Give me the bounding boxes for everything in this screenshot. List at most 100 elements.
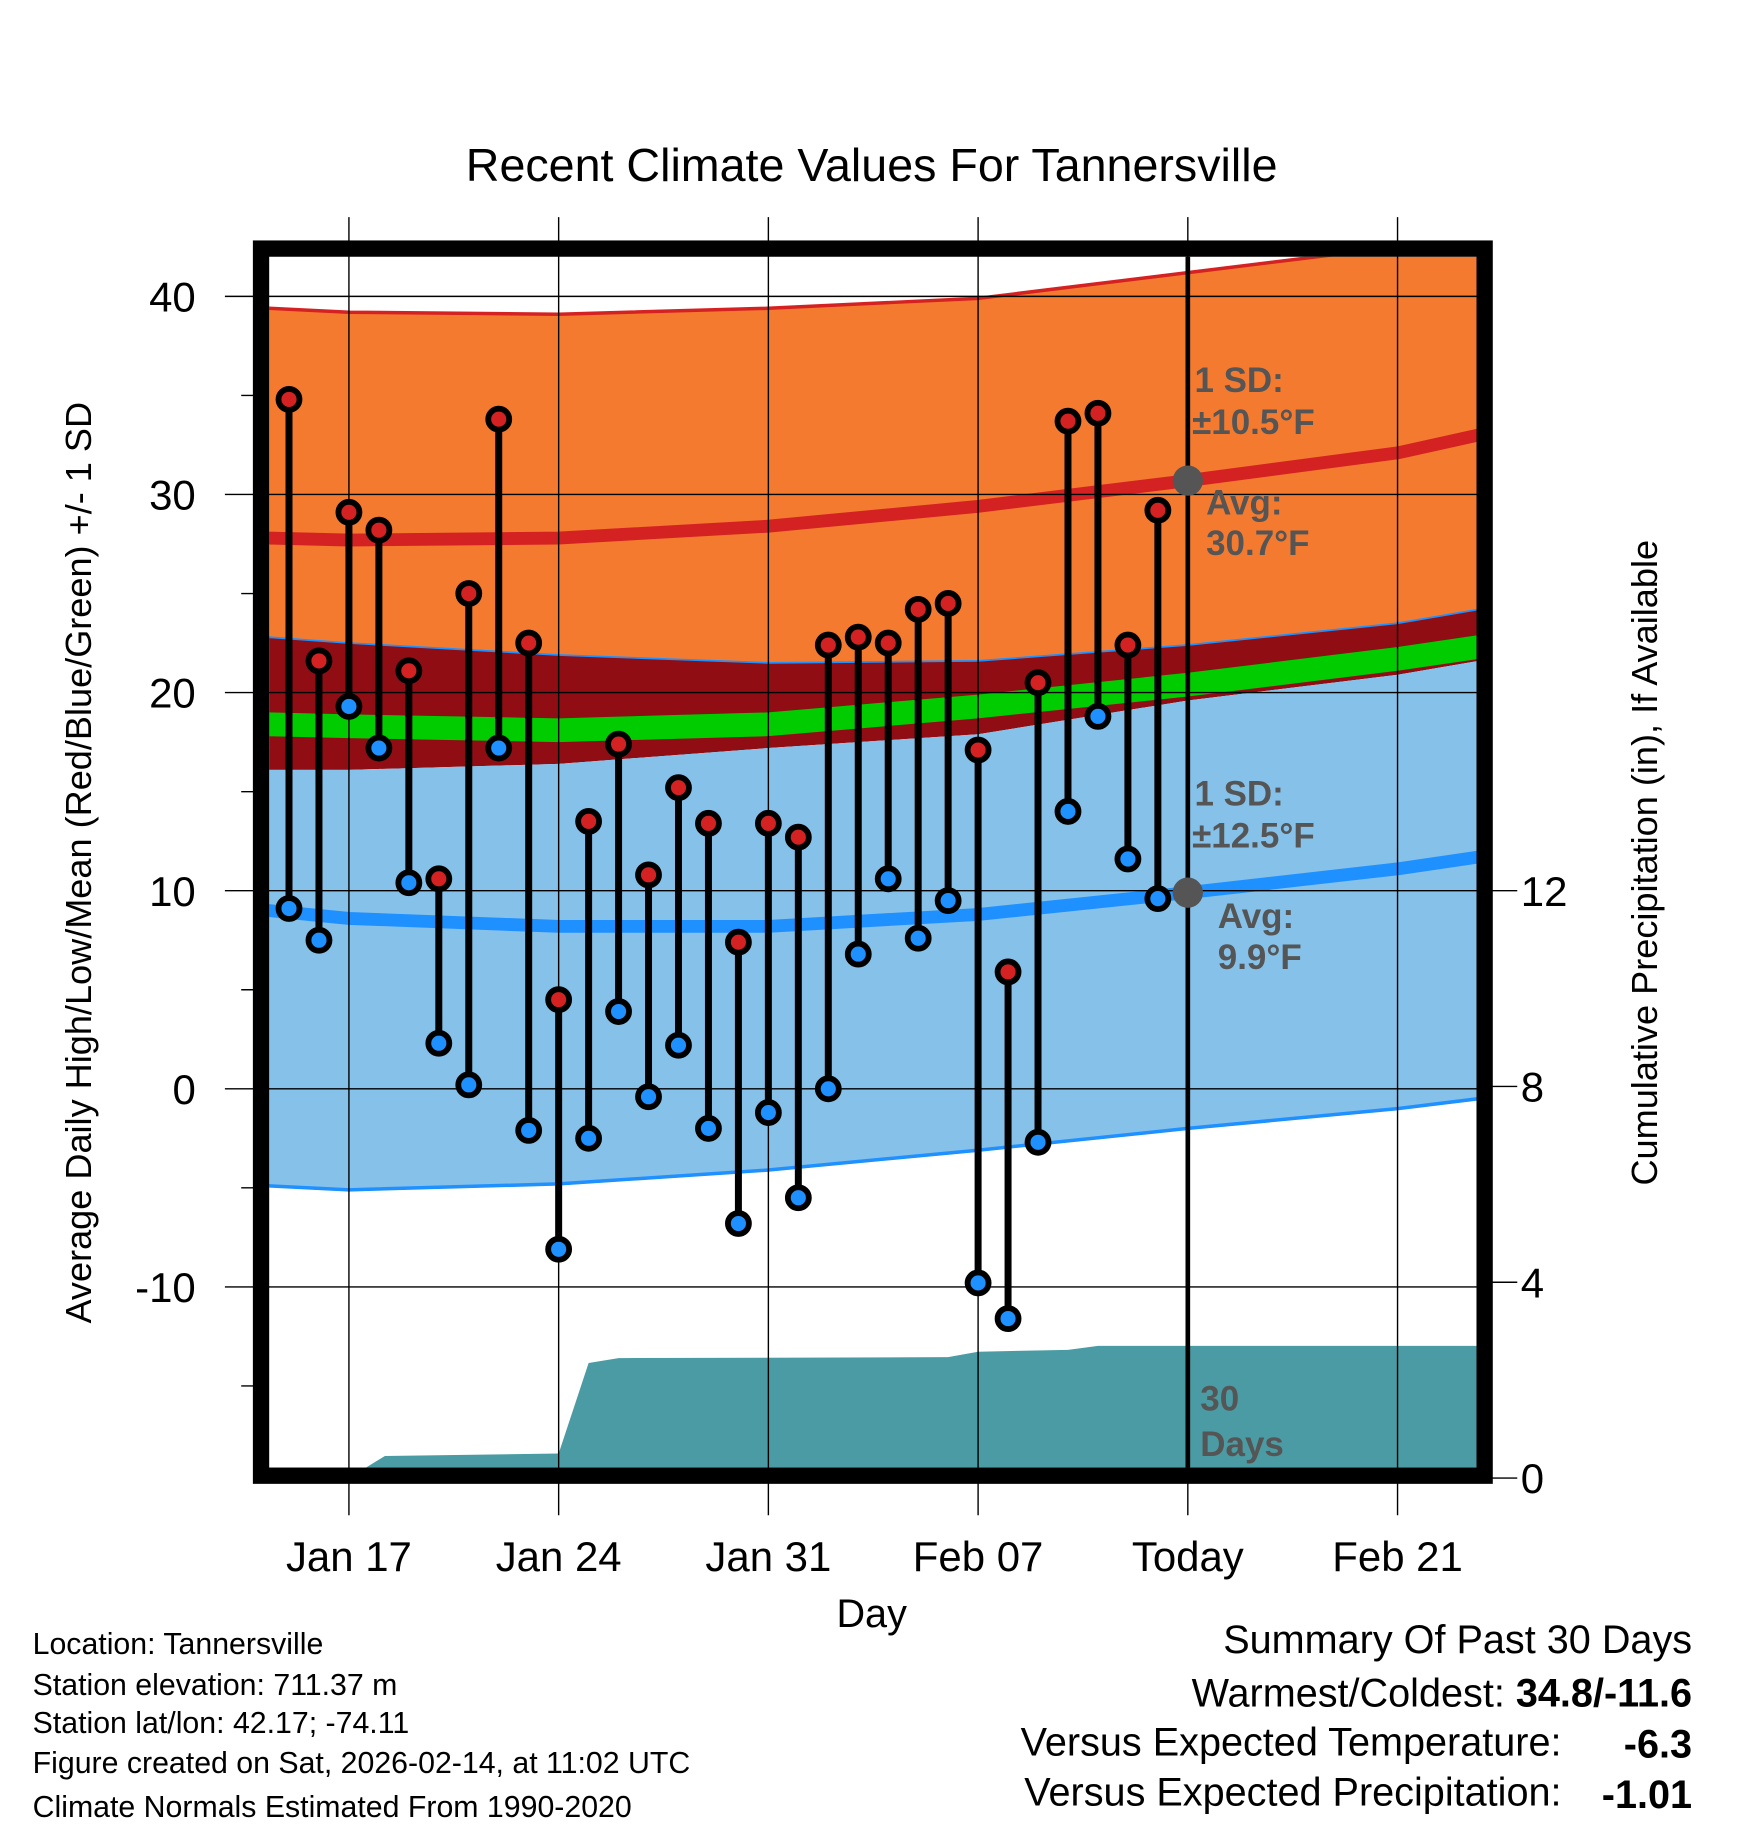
- daily-low-point: [275, 895, 303, 922]
- low-sd-value: ±12.5°F: [1192, 817, 1315, 856]
- warmest-value: 34.8/-11.6: [1516, 1671, 1692, 1715]
- x-tick-label: Jan 24: [496, 1533, 622, 1580]
- mean-line: [269, 635, 1477, 743]
- daily-high-point: [904, 595, 932, 623]
- daily-high-point: [874, 629, 902, 657]
- daily-low-point: [455, 1071, 483, 1099]
- x-tick-label: Jan 31: [705, 1533, 831, 1580]
- daily-high-point: [395, 657, 423, 685]
- daily-high-point: [275, 385, 303, 413]
- daily-low-point: [365, 734, 393, 762]
- daily-high-point: [964, 736, 992, 764]
- daily-high-point: [814, 631, 842, 659]
- daily-low-point: [485, 734, 513, 762]
- daily-low-point: [1084, 702, 1112, 730]
- daily-low-point: [635, 1083, 662, 1111]
- summary-warmest: Warmest/Coldest: 34.8/-11.6: [1192, 1671, 1693, 1715]
- y2-tick-label: 12: [1521, 868, 1568, 915]
- daily-high-point: [305, 647, 333, 675]
- daily-high-point: [545, 986, 573, 1014]
- daily-high-point: [1084, 399, 1112, 427]
- high-upper-line: [269, 256, 1332, 316]
- low-avg-label: Avg:: [1218, 897, 1294, 936]
- low-sd-label: 1 SD:: [1194, 775, 1283, 814]
- today-low-avg-marker: [1172, 877, 1203, 908]
- x-tick-label: Jan 17: [286, 1533, 412, 1580]
- daily-low-point: [335, 693, 363, 720]
- low-avg-value: 9.9°F: [1218, 938, 1302, 977]
- plot-area: [269, 256, 1477, 1468]
- daily-low-point: [695, 1115, 722, 1142]
- high-sd-label: 1 SD:: [1194, 361, 1283, 400]
- daily-high-point: [1144, 496, 1172, 524]
- daily-high-point: [784, 823, 812, 851]
- chart-title: Recent Climate Values For Tannersville: [466, 139, 1278, 191]
- precip-deviation-label: Versus Expected Precipitation:: [1024, 1770, 1561, 1814]
- axes: [241, 394, 1518, 1479]
- x-tick-label: Today: [1132, 1533, 1244, 1580]
- days-count-label: 30: [1200, 1379, 1239, 1418]
- summary-box: Summary Of Past 30 Days Warmest/Coldest:…: [1021, 1618, 1692, 1817]
- y-tick-label: 20: [149, 670, 196, 717]
- y-tick-label: 30: [149, 472, 196, 519]
- days-count-unit: Days: [1200, 1425, 1284, 1464]
- footer-info: Location: Tannersville Station elevation…: [33, 1628, 691, 1824]
- footer-created: Figure created on Sat, 2026-02-14, at 11…: [33, 1747, 691, 1780]
- daily-low-point: [515, 1117, 543, 1144]
- daily-high-point: [844, 623, 872, 651]
- y-tick-label: 10: [149, 868, 196, 915]
- x-axis-label: Day: [836, 1592, 907, 1636]
- daily-low-point: [725, 1210, 752, 1237]
- daily-high-point: [934, 590, 962, 617]
- daily-low-point: [814, 1075, 842, 1103]
- precip-area: [366, 1345, 1477, 1468]
- daily-high-point: [665, 774, 692, 802]
- daily-high-point: [725, 928, 752, 956]
- temp-deviation-value: -6.3: [1624, 1723, 1692, 1767]
- y2-axis-label: Cumulative Precipitation (in), If Availa…: [1624, 540, 1665, 1186]
- y2-tick-label: 0: [1521, 1455, 1544, 1502]
- daily-low-point: [575, 1124, 603, 1152]
- daily-low-point: [874, 865, 902, 893]
- daily-high-point: [605, 730, 632, 758]
- footer-location: Location: Tannersville: [33, 1628, 324, 1661]
- daily-high-point: [365, 516, 393, 544]
- daily-low-point: [1144, 885, 1172, 913]
- daily-low-point: [904, 924, 932, 952]
- daily-low-point: [305, 926, 333, 954]
- daily-low-point: [934, 887, 962, 915]
- daily-low-point: [1114, 845, 1142, 873]
- daily-high-point: [485, 405, 513, 433]
- low-lower-line: [269, 1097, 1477, 1192]
- footer-elevation: Station elevation: 711.37 m: [33, 1669, 398, 1702]
- warmest-label: Warmest/Coldest:: [1192, 1671, 1516, 1715]
- daily-low-point: [605, 998, 632, 1025]
- today-high-avg-marker: [1172, 465, 1203, 496]
- daily-low-point: [395, 869, 423, 897]
- daily-high-point: [754, 809, 782, 837]
- high-sd-value: ±10.5°F: [1192, 403, 1315, 442]
- y2-tick-label: 4: [1521, 1259, 1544, 1306]
- daily-high-point: [455, 580, 483, 607]
- daily-low-point: [964, 1269, 992, 1297]
- high-lower-line: [269, 608, 1477, 664]
- plot-frame: [252, 240, 1493, 1484]
- daily-low-point: [545, 1235, 573, 1263]
- high-avg-value: 30.7°F: [1206, 524, 1309, 563]
- daily-high-point: [635, 861, 662, 889]
- daily-high-point: [575, 807, 603, 835]
- daily-high-point: [515, 629, 543, 657]
- daily-low-point: [784, 1184, 812, 1212]
- daily-high-point: [994, 958, 1022, 986]
- precip-deviation-value: -1.01: [1602, 1773, 1692, 1817]
- daily-low-point: [994, 1305, 1022, 1333]
- x-tick-label: Feb 07: [913, 1533, 1044, 1580]
- daily-low-point: [665, 1031, 692, 1059]
- y-axis-label: Average Daily High/Low/Mean (Red/Blue/Gr…: [58, 402, 99, 1324]
- daily-low-point: [1024, 1128, 1052, 1156]
- daily-high-point: [425, 865, 453, 893]
- daily-low-point: [844, 940, 872, 968]
- daily-high-point: [1024, 669, 1052, 697]
